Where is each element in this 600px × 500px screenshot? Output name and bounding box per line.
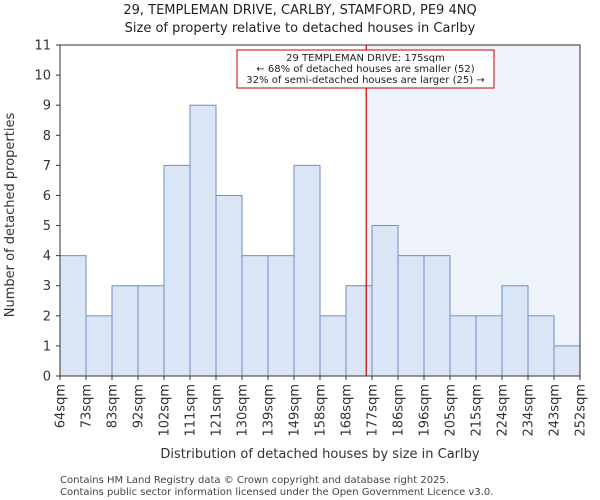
bar-234sqm (527, 315, 555, 377)
bar-83sqm (111, 285, 139, 377)
bar-177sqm (371, 225, 399, 377)
annotation-line-3: 32% of semi-detached houses are larger (… (246, 75, 484, 86)
plot-frame (59, 44, 581, 377)
x-tick-label: 205sqm (444, 384, 459, 437)
chart-subtitle: Size of property relative to detached ho… (125, 21, 476, 36)
y-tick-label: 4 (43, 249, 51, 264)
x-tick-label: 224sqm (496, 384, 511, 437)
annotation-line-2: ← 68% of detached houses are smaller (52… (256, 64, 474, 75)
bar-158sqm (319, 315, 347, 377)
x-tick-label: 83sqm (106, 384, 121, 428)
bar-64sqm (59, 255, 87, 377)
x-tick-label: 121sqm (210, 384, 225, 437)
x-tick-label: 196sqm (418, 384, 433, 437)
x-tick-label: 158sqm (314, 384, 329, 437)
x-tick-label: 139sqm (262, 384, 277, 437)
x-tick-label: 215sqm (470, 384, 485, 437)
y-axis-title: Number of detached properties (3, 113, 18, 318)
x-tick-label: 177sqm (366, 384, 381, 437)
y-axis: 0 1 2 3 4 5 6 7 8 9 10 11 (34, 39, 60, 385)
bar-92sqm (137, 285, 165, 377)
x-axis: 64sqm 73sqm 83sqm 92sqm 102sqm 111sqm 121sqm 13… (54, 376, 589, 437)
bar-111sqm (189, 104, 217, 377)
y-tick-label: 5 (43, 219, 51, 234)
annotation-box (236, 49, 495, 89)
y-tick-label: 10 (34, 69, 51, 84)
footer-line-2: Contains public sector information licen… (60, 487, 493, 498)
bar-196sqm (423, 255, 451, 377)
x-tick-label: 168sqm (340, 384, 355, 437)
x-tick-label: 130sqm (236, 384, 251, 437)
x-axis-title: Distribution of detached houses by size … (160, 447, 479, 462)
bar-130sqm (241, 255, 269, 377)
y-tick-label: 7 (43, 159, 51, 174)
bar-168sqm (345, 285, 373, 377)
bar-205sqm (449, 315, 477, 377)
x-tick-label: 243sqm (548, 384, 563, 437)
chart-title: 29, TEMPLEMAN DRIVE, CARLBY, STAMFORD, P… (123, 3, 476, 18)
x-tick-label: 92sqm (132, 384, 147, 428)
bar-group (59, 104, 581, 377)
annotation-line-1: 29 TEMPLEMAN DRIVE: 175sqm (286, 53, 445, 64)
x-tick-label: 73sqm (80, 384, 95, 428)
bar-215sqm (475, 315, 503, 377)
x-tick-label: 252sqm (574, 384, 589, 437)
x-tick-label: 102sqm (158, 384, 173, 437)
y-tick-label: 9 (43, 99, 51, 114)
x-tick-label: 149sqm (288, 384, 303, 437)
bar-224sqm (501, 285, 529, 377)
x-tick-label: 234sqm (522, 384, 537, 437)
x-tick-label: 186sqm (392, 384, 407, 437)
y-tick-label: 6 (43, 189, 51, 204)
y-tick-label: 3 (43, 279, 51, 294)
x-tick-label: 64sqm (54, 384, 69, 428)
bar-121sqm (215, 194, 243, 377)
bar-139sqm (267, 255, 295, 377)
y-tick-label: 0 (43, 370, 51, 385)
bar-102sqm (163, 164, 191, 377)
footer-line-1: Contains HM Land Registry data © Crown c… (60, 475, 449, 486)
y-tick-label: 2 (43, 309, 51, 324)
y-tick-label: 1 (43, 339, 51, 354)
x-tick-label: 111sqm (184, 384, 199, 437)
bar-73sqm (85, 315, 113, 377)
y-tick-label: 11 (34, 39, 51, 54)
bar-149sqm (293, 164, 321, 377)
bar-243sqm (553, 345, 581, 377)
bar-186sqm (397, 255, 425, 377)
y-tick-label: 8 (43, 129, 51, 144)
